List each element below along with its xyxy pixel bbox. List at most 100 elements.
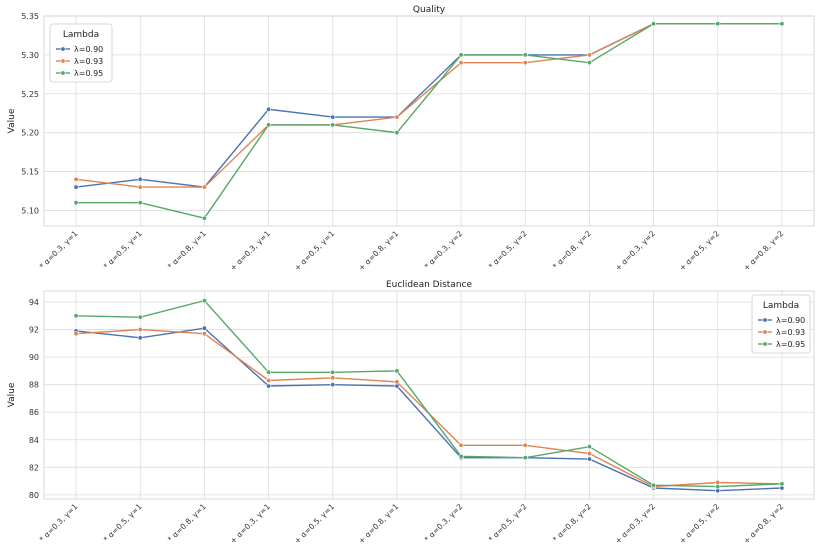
data-point bbox=[394, 368, 400, 374]
series-line bbox=[76, 23, 782, 188]
x-tick-label: * α=0.8, γ=2 bbox=[551, 229, 593, 271]
data-point bbox=[201, 298, 207, 304]
data-point bbox=[586, 60, 592, 66]
y-axis-label: Value bbox=[7, 108, 17, 133]
data-point bbox=[73, 331, 79, 337]
data-point bbox=[137, 327, 143, 333]
x-tick-label: + α=0.5, γ=2 bbox=[678, 229, 722, 273]
series-line-2 bbox=[73, 21, 785, 190]
data-point bbox=[266, 106, 272, 112]
series-line-3 bbox=[73, 298, 785, 490]
legend-box bbox=[49, 23, 113, 83]
y-tick-label: 5.10 bbox=[21, 206, 39, 215]
data-point bbox=[779, 21, 785, 27]
data-point bbox=[458, 60, 464, 66]
x-tick-label: + α=0.8, γ=2 bbox=[742, 229, 786, 273]
data-point bbox=[137, 200, 143, 206]
x-tick-label: * α=0.5, γ=2 bbox=[487, 502, 529, 544]
data-point bbox=[522, 60, 528, 66]
data-point bbox=[73, 184, 79, 190]
data-point bbox=[715, 21, 721, 27]
legend-swatch-marker bbox=[762, 329, 768, 335]
legend-swatch-marker bbox=[762, 317, 768, 323]
y-tick-label: 5.30 bbox=[21, 51, 39, 60]
legend-swatch-marker bbox=[60, 46, 66, 52]
x-tick-label: * α=0.3, γ=1 bbox=[38, 229, 80, 271]
data-point bbox=[137, 176, 143, 182]
legend-title: Lambda bbox=[63, 30, 99, 40]
y-tick-label: 88 bbox=[29, 381, 39, 390]
legend-swatch-marker bbox=[762, 341, 768, 347]
data-point bbox=[715, 479, 721, 485]
data-point bbox=[522, 52, 528, 58]
data-point bbox=[330, 369, 336, 375]
series-line bbox=[76, 299, 782, 488]
x-tick-label: * α=0.3, γ=2 bbox=[423, 502, 465, 544]
legend-swatch-marker bbox=[60, 58, 66, 64]
data-point bbox=[586, 52, 592, 58]
plot-frame bbox=[43, 15, 815, 227]
x-tick-label: + α=0.3, γ=2 bbox=[613, 229, 657, 273]
y-tick-label: 5.25 bbox=[21, 90, 39, 99]
data-point bbox=[779, 481, 785, 487]
series-line-1 bbox=[73, 21, 785, 190]
legend: Lambda λ=0.90 λ=0.93 λ=0.95 bbox=[751, 294, 811, 354]
x-tick-label: + α=0.3, γ=2 bbox=[613, 502, 657, 546]
legend: Lambda λ=0.90 λ=0.93 λ=0.95 bbox=[49, 23, 113, 83]
chart-title: Euclidean Distance bbox=[386, 280, 472, 290]
x-tick-label: + α=0.5, γ=1 bbox=[293, 229, 337, 273]
data-point bbox=[73, 176, 79, 182]
data-point bbox=[522, 442, 528, 448]
series-line bbox=[76, 23, 782, 188]
data-point bbox=[266, 122, 272, 128]
data-point bbox=[137, 314, 143, 320]
chart-1: 5.10 5.15 5.20 5.25 5.30 5.35 * α=0.3, γ=1 * α=… bbox=[7, 5, 815, 273]
y-tick-label: 82 bbox=[29, 463, 39, 472]
series-line bbox=[76, 327, 782, 492]
x-tick-label: * α=0.3, γ=1 bbox=[38, 502, 80, 544]
data-point bbox=[394, 379, 400, 385]
legend-entry: λ=0.95 bbox=[74, 69, 103, 78]
x-tick-label: + α=0.8, γ=2 bbox=[742, 502, 786, 546]
data-point bbox=[330, 114, 336, 120]
legend-entry: λ=0.95 bbox=[776, 340, 805, 349]
series-line bbox=[76, 23, 782, 219]
data-point bbox=[201, 215, 207, 221]
data-point bbox=[394, 383, 400, 389]
plot-frame bbox=[43, 290, 815, 500]
data-point bbox=[73, 200, 79, 206]
data-point bbox=[458, 52, 464, 58]
series-line-3 bbox=[73, 21, 785, 221]
data-point bbox=[715, 484, 721, 490]
x-tick-label: * α=0.8, γ=1 bbox=[166, 502, 208, 544]
x-tick-label: + α=0.8, γ=1 bbox=[357, 502, 401, 546]
chart-title: Quality bbox=[413, 5, 446, 15]
data-point bbox=[201, 331, 207, 337]
data-point bbox=[73, 313, 79, 319]
x-tick-label: * α=0.3, γ=2 bbox=[423, 229, 465, 271]
x-tick-label: * α=0.5, γ=2 bbox=[487, 229, 529, 271]
data-point bbox=[586, 451, 592, 457]
legend-title: Lambda bbox=[763, 301, 799, 311]
data-point bbox=[137, 184, 143, 190]
legend-entry: λ=0.90 bbox=[74, 45, 103, 54]
chart-2: 80 82 84 86 88 90 92 94 * α=0.3, γ=1 * α=0.5, γ=1… bbox=[7, 280, 815, 546]
y-tick-label: 84 bbox=[29, 436, 39, 445]
data-point bbox=[522, 455, 528, 461]
y-tick-label: 5.35 bbox=[21, 12, 39, 21]
x-tick-label: + α=0.5, γ=2 bbox=[678, 502, 722, 546]
data-point bbox=[458, 442, 464, 448]
data-point bbox=[266, 383, 272, 389]
series-line-1 bbox=[73, 325, 785, 494]
data-point bbox=[266, 378, 272, 384]
y-tick-label: 5.15 bbox=[21, 168, 39, 177]
data-point bbox=[330, 375, 336, 381]
y-tick-label: 92 bbox=[29, 326, 39, 335]
data-point bbox=[651, 482, 657, 488]
data-point bbox=[394, 130, 400, 136]
data-point bbox=[330, 122, 336, 128]
x-tick-label: * α=0.5, γ=1 bbox=[102, 502, 144, 544]
legend-entry: λ=0.93 bbox=[776, 328, 805, 337]
legend-swatch-marker bbox=[60, 70, 66, 76]
series-line bbox=[76, 328, 782, 488]
